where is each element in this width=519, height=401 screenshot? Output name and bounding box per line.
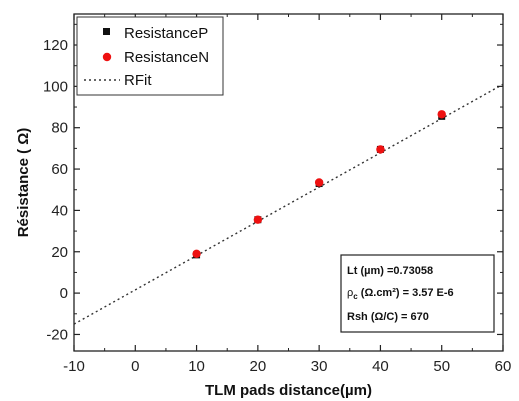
x-tick-label: 30 xyxy=(311,358,328,375)
points-layer xyxy=(192,110,446,259)
rho-subscript: c xyxy=(353,292,358,301)
annotation-box xyxy=(340,254,495,333)
y-tick-label: 120 xyxy=(43,37,68,54)
plot-area: -20 0 20 40 60 80 100 120 -10 0 10 20 30 40 50 60 xyxy=(43,13,511,375)
rfit-line xyxy=(73,83,504,325)
y-axis-ticks: -20 0 20 40 60 80 100 120 xyxy=(43,23,503,343)
y-tick-label: 100 xyxy=(43,78,68,95)
rho-value: (Ω.cm²) = 3.57 E-6 xyxy=(358,287,454,299)
y-tick-label: 20 xyxy=(51,244,68,261)
x-axis-label: TLM pads distance(µm) xyxy=(205,382,372,399)
resistance-n-point xyxy=(253,215,263,224)
x-axis-ticks: -10 0 10 20 30 40 50 60 xyxy=(63,14,511,375)
y-tick-label: 0 xyxy=(60,285,68,302)
x-tick-label: 20 xyxy=(250,358,267,375)
y-axis-label: Résistance ( Ω) xyxy=(15,128,32,238)
annotation-rho-c: ρc (Ω.cm²) = 3.57 E-6 xyxy=(347,287,454,301)
legend-label-resistance-p: ResistanceP xyxy=(124,25,208,42)
y-tick-label: 80 xyxy=(51,120,68,137)
y-tick-label: 40 xyxy=(51,202,68,219)
legend-label-rfit: RFit xyxy=(124,72,152,89)
y-tick-label: -20 xyxy=(46,326,68,343)
x-tick-label: 60 xyxy=(495,358,512,375)
resistance-n-point xyxy=(314,178,324,187)
resistance-n-point xyxy=(192,249,201,259)
legend-label-resistance-n: ResistanceN xyxy=(124,49,209,66)
x-tick-label: -10 xyxy=(63,358,85,375)
parameters-annotation: Lt (µm) =0.73058 ρc (Ω.cm²) = 3.57 E-6 R… xyxy=(340,254,495,333)
y-tick-label: 60 xyxy=(51,161,68,178)
fit-line-layer xyxy=(73,83,504,325)
legend: ResistanceP ResistanceN RFit xyxy=(76,16,224,96)
legend-box xyxy=(76,16,224,96)
annotation-rsh: Rsh (Ω/C) = 670 xyxy=(347,311,429,323)
x-tick-label: 40 xyxy=(372,358,389,375)
x-tick-label: 50 xyxy=(433,358,450,375)
resistance-n-point xyxy=(437,110,446,119)
x-tick-label: 10 xyxy=(188,358,205,375)
rho-symbol: ρ xyxy=(347,287,353,299)
x-tick-label: 0 xyxy=(131,358,139,375)
annotation-lt: Lt (µm) =0.73058 xyxy=(347,265,433,277)
legend-square-marker xyxy=(103,28,110,35)
legend-circle-marker xyxy=(102,52,112,62)
resistance-n-point xyxy=(376,145,385,154)
